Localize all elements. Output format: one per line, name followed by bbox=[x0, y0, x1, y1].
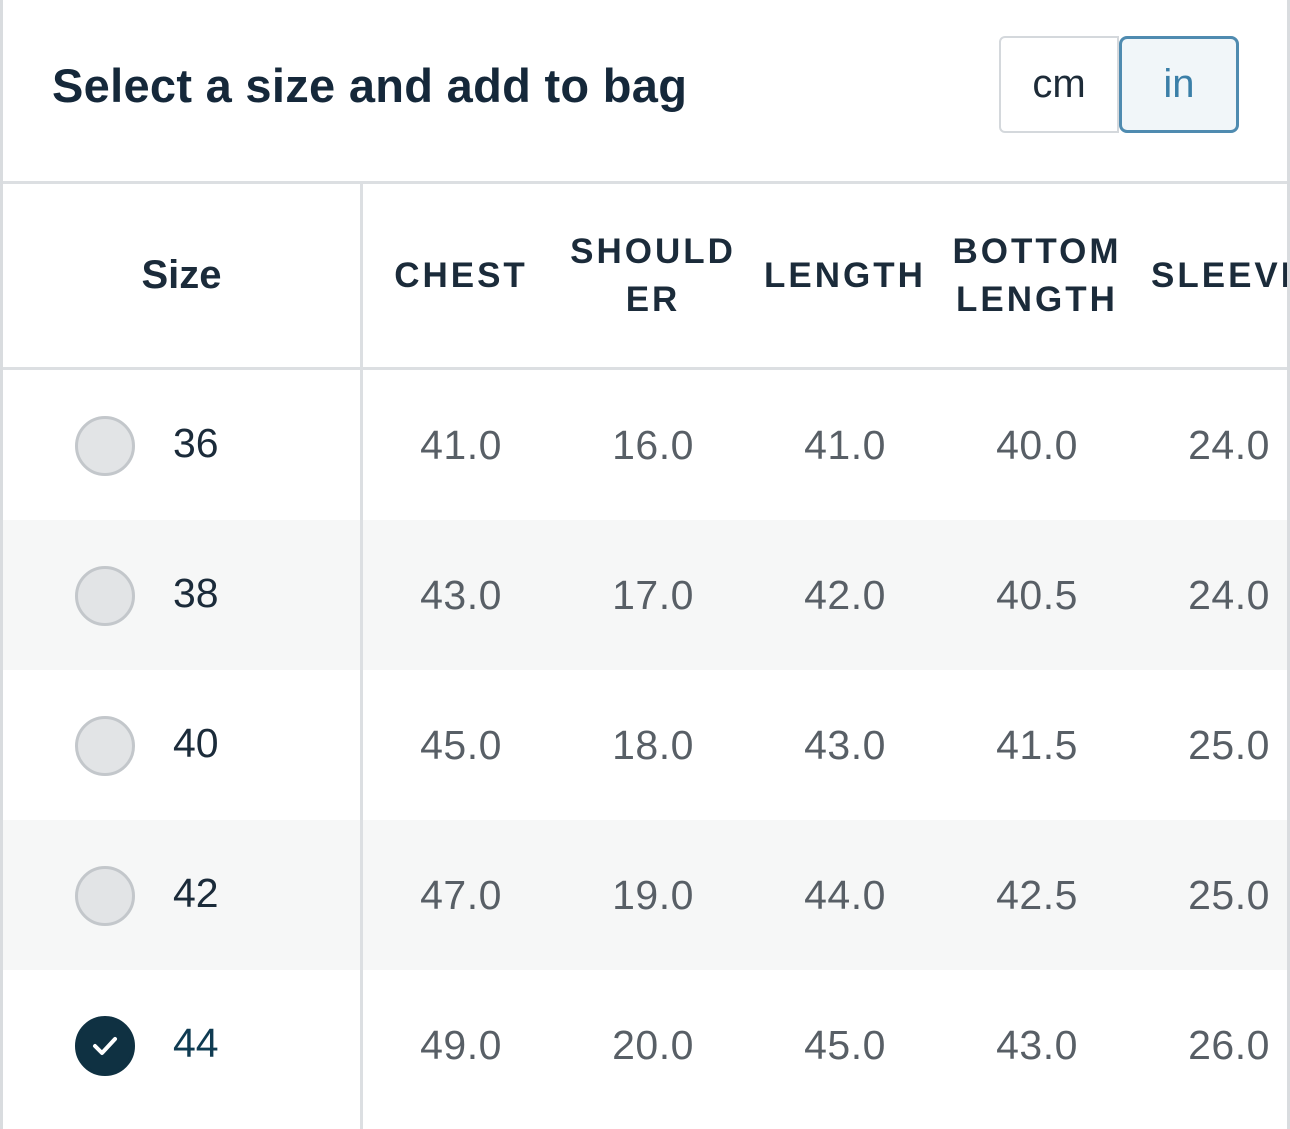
cell-sleeve-length: 25.0 bbox=[1188, 721, 1270, 768]
column-header-sleeve-length: SLEEVE LENGTH bbox=[1151, 255, 1287, 295]
cell-chest: 47.0 bbox=[420, 871, 502, 918]
cell-length: 45.0 bbox=[804, 1021, 886, 1068]
size-label: 38 bbox=[173, 570, 219, 616]
size-label: 36 bbox=[173, 420, 219, 466]
cell-length: 41.0 bbox=[804, 421, 886, 468]
cell-sleeve-length: 24.0 bbox=[1188, 421, 1270, 468]
size-label: 40 bbox=[173, 720, 219, 766]
cell-sleeve-length: 25.0 bbox=[1188, 871, 1270, 918]
cell-bottom-length: 42.5 bbox=[996, 871, 1078, 918]
cell-bottom-length: 40.0 bbox=[996, 421, 1078, 468]
cell-sleeve-length: 24.0 bbox=[1188, 571, 1270, 618]
cell-bottom-length: 40.5 bbox=[996, 571, 1078, 618]
table-header-row: Size CHEST SHOULDER LENGTH BOTTOM LENGTH… bbox=[3, 181, 1287, 370]
checkmark-icon bbox=[93, 1037, 117, 1055]
cell-shoulder: 16.0 bbox=[612, 421, 694, 468]
size-radio[interactable] bbox=[75, 716, 135, 776]
table-row[interactable]: 36 41.0 16.0 41.0 40.0 24.0 bbox=[3, 370, 1287, 520]
cell-length: 42.0 bbox=[804, 571, 886, 618]
size-radio[interactable] bbox=[75, 416, 135, 476]
cell-chest: 49.0 bbox=[420, 1021, 502, 1068]
cell-length: 44.0 bbox=[804, 871, 886, 918]
column-header-length: LENGTH bbox=[764, 255, 926, 295]
table-row[interactable]: 40 45.0 18.0 43.0 41.5 25.0 bbox=[3, 670, 1287, 820]
cell-chest: 45.0 bbox=[420, 721, 502, 768]
size-label: 44 bbox=[173, 1020, 219, 1066]
cell-chest: 41.0 bbox=[420, 421, 502, 468]
cell-shoulder: 19.0 bbox=[612, 871, 694, 918]
size-chart-header: Select a size and add to bag cm in bbox=[3, 0, 1287, 181]
page-title: Select a size and add to bag bbox=[52, 59, 688, 112]
column-header-size: Size bbox=[141, 253, 222, 297]
column-divider bbox=[360, 181, 363, 1129]
column-header-chest: CHEST bbox=[394, 255, 528, 295]
cell-chest: 43.0 bbox=[420, 571, 502, 618]
cell-bottom-length: 43.0 bbox=[996, 1021, 1078, 1068]
cell-shoulder: 17.0 bbox=[612, 571, 694, 618]
table-row[interactable]: 42 47.0 19.0 44.0 42.5 25.0 bbox=[3, 820, 1287, 970]
cell-shoulder: 20.0 bbox=[612, 1021, 694, 1068]
table-body: 36 41.0 16.0 41.0 40.0 24.0 38 43.0 17.0 42.0 40.5… bbox=[3, 370, 1287, 1120]
size-label: 42 bbox=[173, 870, 219, 916]
column-header-bottom-length: BOTTOM LENGTH bbox=[952, 231, 1122, 319]
cell-bottom-length: 41.5 bbox=[996, 721, 1078, 768]
size-radio[interactable] bbox=[75, 566, 135, 626]
table-row[interactable]: 44 49.0 20.0 45.0 43.0 26.0 bbox=[3, 970, 1287, 1120]
size-radio[interactable] bbox=[75, 866, 135, 926]
table-row[interactable]: 38 43.0 17.0 42.0 40.5 24.0 bbox=[3, 520, 1287, 670]
cell-shoulder: 18.0 bbox=[612, 721, 694, 768]
size-table: Size CHEST SHOULDER LENGTH BOTTOM LENGTH… bbox=[3, 181, 1287, 1120]
column-header-shoulder: SHOULDER bbox=[570, 231, 736, 319]
size-radio-checked[interactable] bbox=[75, 1016, 135, 1076]
unit-in-button[interactable]: in bbox=[1119, 36, 1239, 133]
cell-length: 43.0 bbox=[804, 721, 886, 768]
cell-sleeve-length: 26.0 bbox=[1188, 1021, 1270, 1068]
unit-cm-button[interactable]: cm bbox=[999, 36, 1119, 133]
